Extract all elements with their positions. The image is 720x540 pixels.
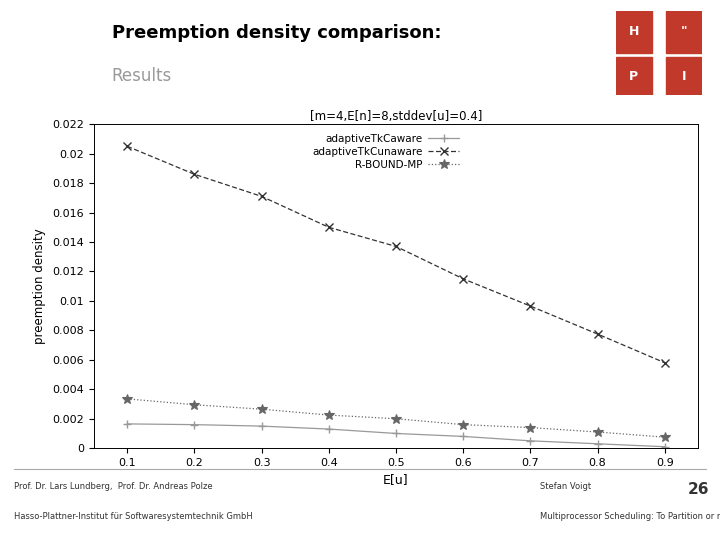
Bar xyxy=(666,57,702,94)
Text: Results: Results xyxy=(112,67,172,85)
Bar xyxy=(666,11,702,52)
Text: ": " xyxy=(680,25,687,38)
Text: Preemption density comparison:: Preemption density comparison: xyxy=(112,24,441,42)
Text: Hasso-Plattner-Institut für Softwaresystemtechnik GmbH: Hasso-Plattner-Institut für Softwaresyst… xyxy=(14,512,253,521)
Text: 26: 26 xyxy=(688,482,709,497)
Bar xyxy=(616,11,652,52)
Bar xyxy=(616,57,652,94)
Title: [m=4,E[n]=8,stddev[u]=0.4]: [m=4,E[n]=8,stddev[u]=0.4] xyxy=(310,110,482,123)
Text: H: H xyxy=(629,25,639,38)
Legend: adaptiveTkCaware, adaptiveTkCunaware, R-BOUND-MP: adaptiveTkCaware, adaptiveTkCunaware, R-… xyxy=(308,130,464,174)
Text: Multiprocessor Scheduling: To Partition or not to Partition: Multiprocessor Scheduling: To Partition … xyxy=(540,512,720,521)
Text: Stefan Voigt: Stefan Voigt xyxy=(540,482,591,491)
Text: P: P xyxy=(629,70,639,83)
X-axis label: E[u]: E[u] xyxy=(383,474,409,487)
Text: Prof. Dr. Lars Lundberg,  Prof. Dr. Andreas Polze: Prof. Dr. Lars Lundberg, Prof. Dr. Andre… xyxy=(14,482,213,491)
Text: I: I xyxy=(682,70,686,83)
Y-axis label: preemption density: preemption density xyxy=(33,228,47,344)
